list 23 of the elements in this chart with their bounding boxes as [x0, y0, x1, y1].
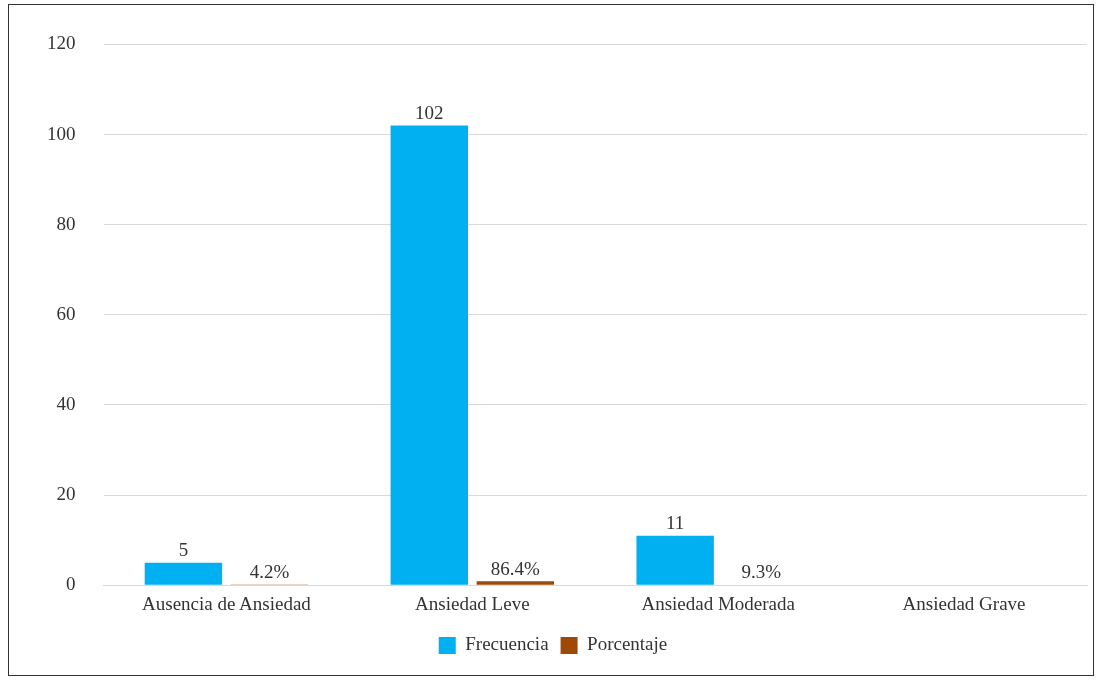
legend-label: Frecuencia: [465, 633, 550, 655]
y-tick-label: 20: [56, 483, 76, 505]
x-tick-label: Ausencia de Ansiedad: [142, 592, 312, 614]
data-label: 4.2%: [249, 561, 290, 583]
bar: [144, 562, 223, 585]
data-label: 102: [415, 102, 444, 123]
legend-label: Porcentaje: [587, 633, 668, 655]
data-label: 9.3%: [741, 561, 782, 583]
bar: [636, 535, 714, 585]
y-tick-label: 120: [47, 32, 76, 54]
y-tick-label: 60: [56, 302, 76, 324]
data-label: 5: [178, 539, 189, 561]
data-label: 86.4%: [490, 557, 541, 579]
y-tick-label: 40: [56, 392, 76, 414]
x-tick-label: Ansiedad Grave: [902, 592, 1026, 614]
y-tick-label: 100: [47, 122, 76, 144]
y-tick-label: 80: [56, 212, 76, 234]
bar: [390, 125, 469, 585]
x-tick-label: Ansiedad Moderada: [641, 592, 796, 614]
x-tick-label: Ansiedad Leve: [415, 592, 530, 614]
bar: [476, 581, 555, 585]
data-label: 11: [666, 512, 685, 534]
y-tick-label: 0: [66, 573, 76, 595]
